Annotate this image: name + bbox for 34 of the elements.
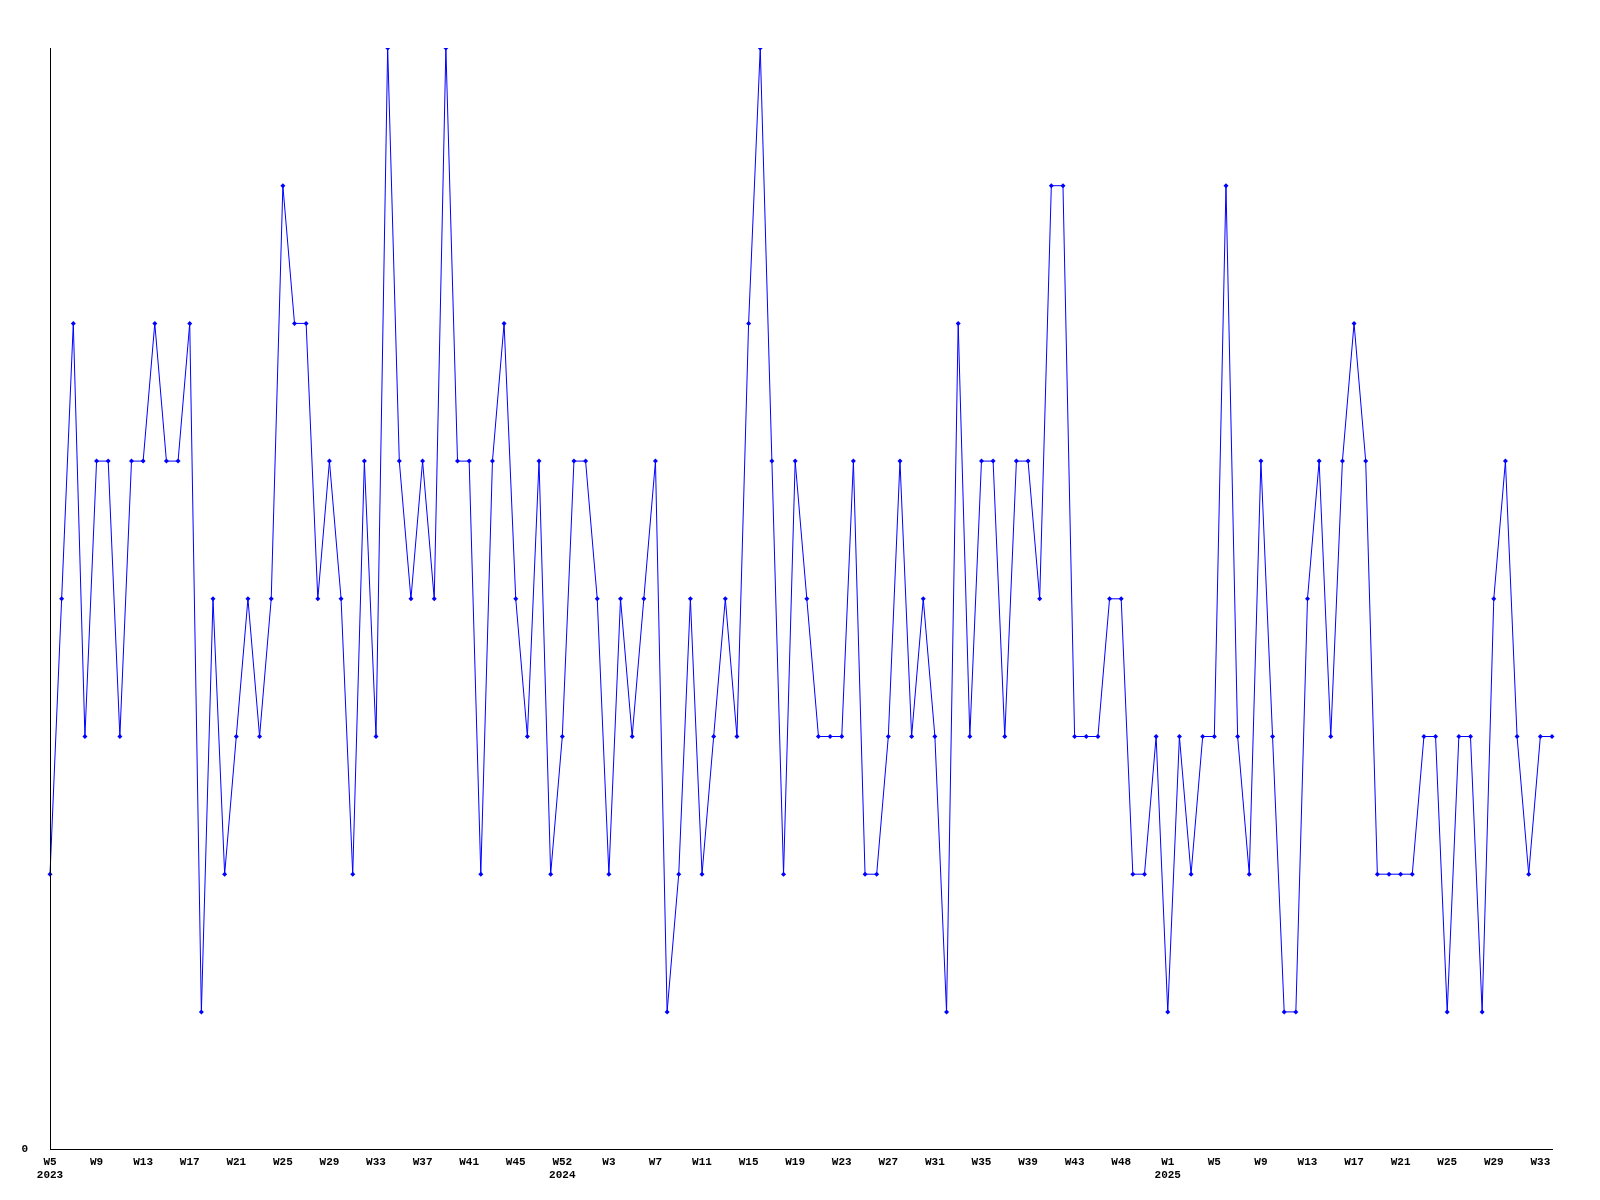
x-tick-label: W9 (1254, 1155, 1268, 1168)
x-tick-label: W43 (1064, 1155, 1085, 1168)
x-tick-label: W29 (1483, 1155, 1504, 1168)
x-tick-label: W39 (1018, 1155, 1038, 1168)
x-tick-label: W31 (924, 1155, 946, 1168)
x-tick-label: W35 (971, 1155, 992, 1168)
x-tick-label: W15 (738, 1155, 759, 1168)
x-tick-label: W33 (366, 1155, 387, 1168)
x-tick-label: W1 2025 (1154, 1155, 1182, 1182)
x-tick-label: W25 (1437, 1155, 1458, 1168)
x-tick-label: W5 (1207, 1155, 1222, 1168)
x-tick-label: W25 (272, 1155, 294, 1168)
x-tick-label: W33 (1530, 1155, 1551, 1168)
x-tick-label: W21 (1390, 1155, 1411, 1168)
x-tick-label: W13 (133, 1155, 154, 1168)
x-tick-label: W23 (831, 1155, 853, 1168)
x-tick-label: W9 (89, 1155, 104, 1168)
x-tick-label: W41 (459, 1155, 480, 1168)
x-tick-label: W29 (319, 1155, 340, 1168)
x-tick-label: W3 (602, 1155, 616, 1168)
x-tick-label: W21 (226, 1155, 247, 1168)
x-tick-label: W5 2023 (36, 1155, 64, 1182)
x-tick-label: W7 (648, 1155, 663, 1168)
x-tick-label: W19 (785, 1155, 806, 1168)
text: 0 (21, 1143, 28, 1156)
x-tick-label: W52 2024 (549, 1155, 576, 1182)
x-tick-label: W13 (1297, 1155, 1318, 1168)
x-tick-label: W37 (412, 1155, 433, 1168)
x-tick-label: W48 (1111, 1155, 1132, 1168)
x-tick-label: W17 (179, 1155, 200, 1168)
x-tick-label: W11 (692, 1155, 713, 1168)
x-tick-label: W17 (1344, 1155, 1364, 1168)
x-tick-label: W45 (505, 1155, 527, 1168)
x-tick-label: W27 (878, 1155, 899, 1168)
